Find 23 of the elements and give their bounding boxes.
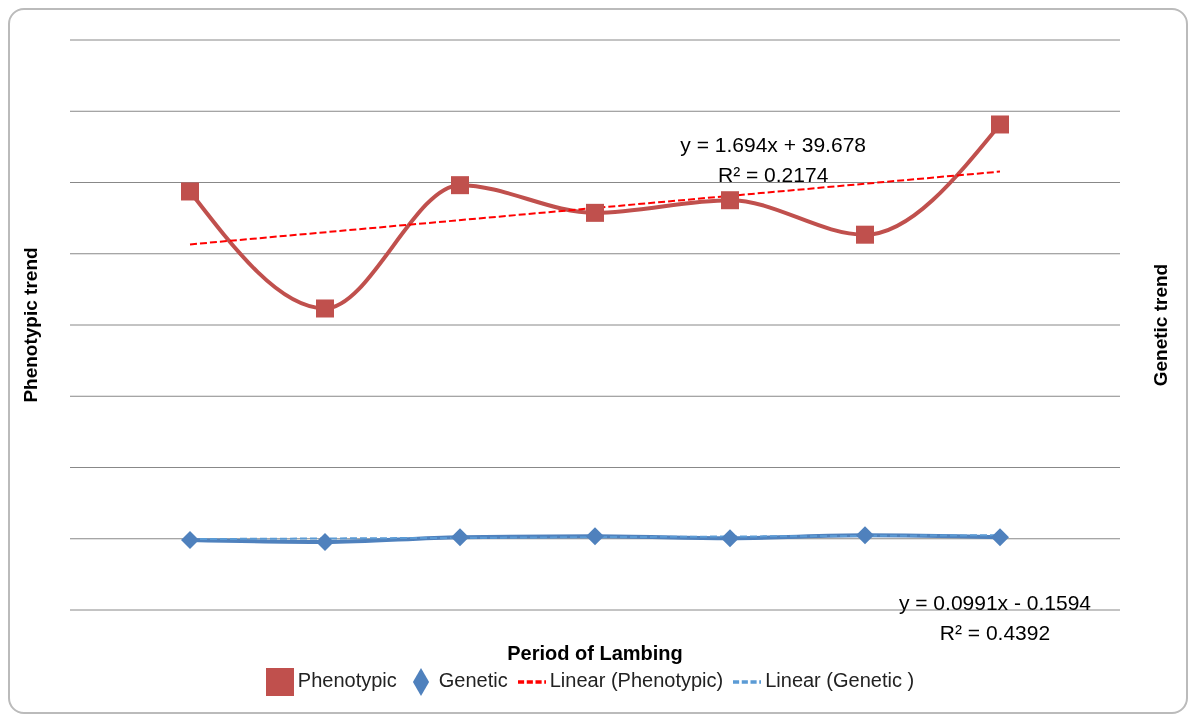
point <box>181 531 199 550</box>
point <box>451 528 469 547</box>
point <box>721 529 739 548</box>
point <box>991 115 1009 134</box>
point <box>991 528 1009 547</box>
legend-label: Linear (Phenotypic) <box>549 669 724 692</box>
legend-label: Genetic <box>438 669 508 692</box>
legend-label: Linear (Genetic ) <box>765 669 915 692</box>
point <box>316 533 334 552</box>
point <box>586 203 604 222</box>
point <box>316 299 334 318</box>
point <box>721 191 739 210</box>
point <box>451 176 469 195</box>
point <box>586 527 604 546</box>
y-axis-title: Phenotypic trend <box>19 247 41 403</box>
annotation: y = 0.0991x - 0.1594 R² = 0.4392 <box>898 590 1091 646</box>
point <box>856 526 874 545</box>
x-axis-title: Period of Lambing <box>507 642 683 664</box>
y2-axis-title: Genetic trend <box>1149 263 1171 387</box>
legend-label: Phenotypic <box>297 669 397 692</box>
point <box>181 182 199 201</box>
point <box>856 225 874 244</box>
annotation: y = 1.694x + 39.678 R² = 0.2174 <box>680 132 866 188</box>
